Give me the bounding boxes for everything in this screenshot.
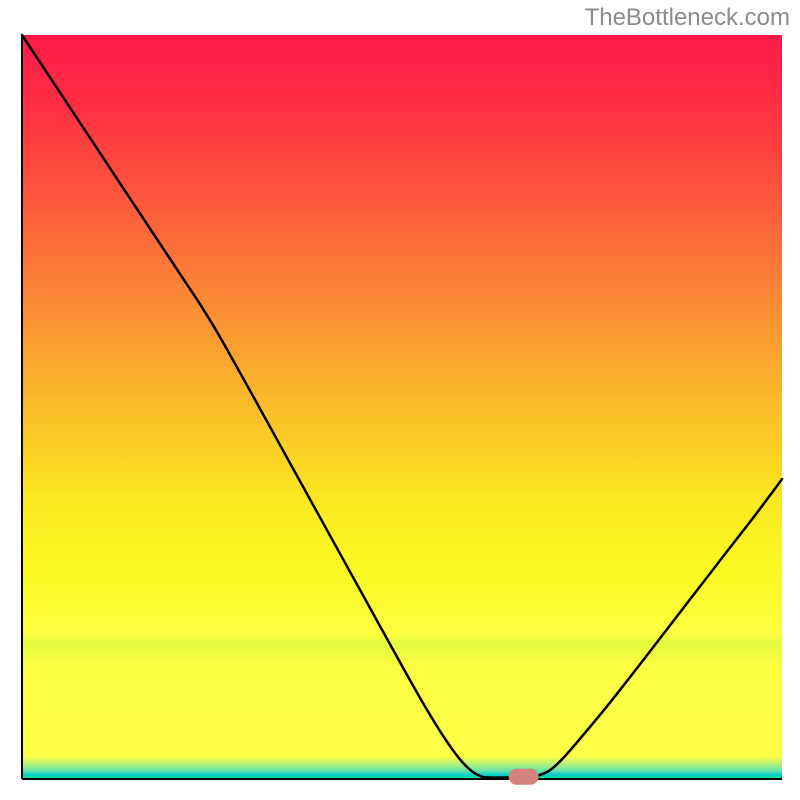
chart-container: TheBottleneck.com: [0, 0, 800, 800]
optimal-marker: [509, 769, 539, 785]
bottleneck-chart: [0, 0, 800, 800]
